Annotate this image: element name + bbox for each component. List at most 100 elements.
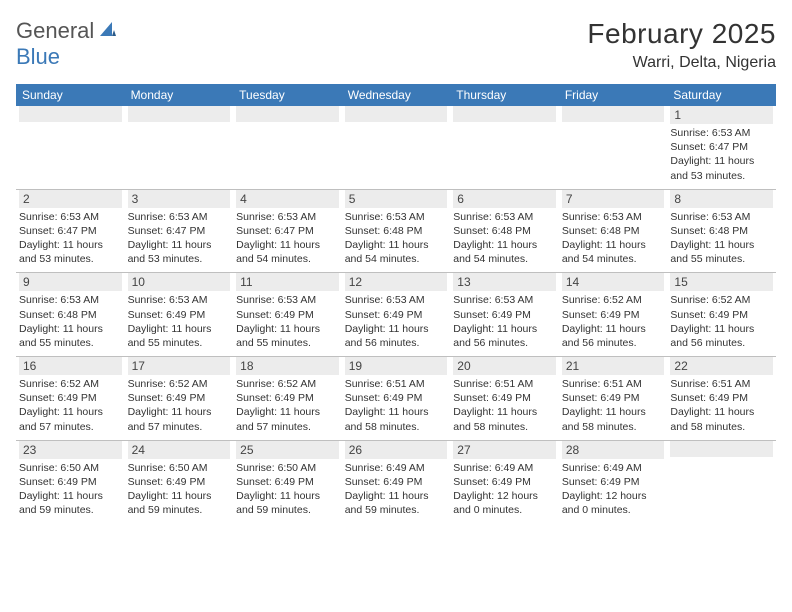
daylight-line: Daylight: 11 hours and 57 minutes. xyxy=(19,405,122,433)
sunset-line: Sunset: 6:47 PM xyxy=(670,140,773,154)
day-cell: 28Sunrise: 6:49 AMSunset: 6:49 PMDayligh… xyxy=(559,441,668,524)
weekday-tuesday: Tuesday xyxy=(233,84,342,106)
weekday-thursday: Thursday xyxy=(450,84,559,106)
sunrise-line: Sunrise: 6:52 AM xyxy=(562,293,665,307)
day-number xyxy=(345,106,448,122)
day-number: 9 xyxy=(19,273,122,291)
day-body: Sunrise: 6:53 AMSunset: 6:48 PMDaylight:… xyxy=(345,210,448,267)
sunset-line: Sunset: 6:49 PM xyxy=(128,391,231,405)
sunrise-line: Sunrise: 6:53 AM xyxy=(670,210,773,224)
daylight-line: Daylight: 11 hours and 55 minutes. xyxy=(670,238,773,266)
day-cell: 26 Sunrise: 6:49 AMSunset: 6:49 PMDayligh… xyxy=(342,441,451,524)
sunrise-line: Sunrise: 6:53 AM xyxy=(670,126,773,140)
sunset-line: Sunset: 6:47 PM xyxy=(19,224,122,238)
sunset-line: Sunset: 6:48 PM xyxy=(453,224,556,238)
daylight-line: Daylight: 11 hours and 58 minutes. xyxy=(562,405,665,433)
sunrise-line: Sunrise: 6:52 AM xyxy=(670,293,773,307)
day-number: 21 xyxy=(562,357,665,375)
day-cell: 17Sunrise: 6:52 AMSunset: 6:49 PMDayligh… xyxy=(125,357,234,440)
day-cell: 3 Sunrise: 6:53 AMSunset: 6:47 PMDaylight… xyxy=(125,190,234,273)
daylight-line: Daylight: 11 hours and 53 minutes. xyxy=(670,154,773,182)
sunset-line: Sunset: 6:49 PM xyxy=(453,475,556,489)
day-body: Sunrise: 6:53 AMSunset: 6:48 PMDaylight:… xyxy=(453,210,556,267)
day-body: Sunrise: 6:49 AMSunset: 6:49 PMDaylight:… xyxy=(562,461,665,518)
day-number: 26 xyxy=(345,441,448,459)
weekday-wednesday: Wednesday xyxy=(342,84,451,106)
daylight-line: Daylight: 11 hours and 54 minutes. xyxy=(345,238,448,266)
sunset-line: Sunset: 6:47 PM xyxy=(236,224,339,238)
day-cell xyxy=(125,106,234,189)
sunset-line: Sunset: 6:48 PM xyxy=(562,224,665,238)
day-number: 8 xyxy=(670,190,773,208)
day-cell: 19Sunrise: 6:51 AMSunset: 6:49 PMDayligh… xyxy=(342,357,451,440)
day-number: 19 xyxy=(345,357,448,375)
location: Warri, Delta, Nigeria xyxy=(587,54,776,72)
sunrise-line: Sunrise: 6:53 AM xyxy=(128,210,231,224)
daylight-line: Daylight: 11 hours and 56 minutes. xyxy=(345,322,448,350)
day-cell: 7Sunrise: 6:53 AMSunset: 6:48 PMDaylight… xyxy=(559,190,668,273)
sunset-line: Sunset: 6:49 PM xyxy=(345,308,448,322)
day-number: 12 xyxy=(345,273,448,291)
sunset-line: Sunset: 6:49 PM xyxy=(670,391,773,405)
daylight-line: Daylight: 12 hours and 0 minutes. xyxy=(562,489,665,517)
title-block: February 2025 Warri, Delta, Nigeria xyxy=(587,18,776,72)
day-body: Sunrise: 6:52 AMSunset: 6:49 PMDaylight:… xyxy=(236,377,339,434)
sunset-line: Sunset: 6:47 PM xyxy=(128,224,231,238)
sunset-line: Sunset: 6:49 PM xyxy=(236,308,339,322)
day-cell xyxy=(559,106,668,189)
sunrise-line: Sunrise: 6:51 AM xyxy=(670,377,773,391)
sunrise-line: Sunrise: 6:50 AM xyxy=(19,461,122,475)
day-body: Sunrise: 6:52 AMSunset: 6:49 PMDaylight:… xyxy=(670,293,773,350)
day-body: Sunrise: 6:49 AMSunset: 6:49 PMDaylight:… xyxy=(345,461,448,518)
sunrise-line: Sunrise: 6:53 AM xyxy=(453,293,556,307)
day-cell: 5Sunrise: 6:53 AMSunset: 6:48 PMDaylight… xyxy=(342,190,451,273)
daylight-line: Daylight: 12 hours and 0 minutes. xyxy=(453,489,556,517)
day-number: 3 xyxy=(128,190,231,208)
sunset-line: Sunset: 6:48 PM xyxy=(670,224,773,238)
sunrise-line: Sunrise: 6:53 AM xyxy=(345,293,448,307)
day-body: Sunrise: 6:53 AMSunset: 6:47 PMDaylight:… xyxy=(670,126,773,183)
daylight-line: Daylight: 11 hours and 55 minutes. xyxy=(19,322,122,350)
sunrise-line: Sunrise: 6:52 AM xyxy=(19,377,122,391)
sunrise-line: Sunrise: 6:49 AM xyxy=(453,461,556,475)
day-number: 13 xyxy=(453,273,556,291)
daylight-line: Daylight: 11 hours and 58 minutes. xyxy=(345,405,448,433)
day-number: 11 xyxy=(236,273,339,291)
sunset-line: Sunset: 6:49 PM xyxy=(236,475,339,489)
sunset-line: Sunset: 6:49 PM xyxy=(562,308,665,322)
month-title: February 2025 xyxy=(587,18,776,50)
day-cell: 16Sunrise: 6:52 AMSunset: 6:49 PMDayligh… xyxy=(16,357,125,440)
day-number: 4 xyxy=(236,190,339,208)
logo-text-blue-wrap: Blue xyxy=(16,44,60,70)
sunset-line: Sunset: 6:49 PM xyxy=(128,308,231,322)
day-cell: 11Sunrise: 6:53 AMSunset: 6:49 PMDayligh… xyxy=(233,273,342,356)
sunrise-line: Sunrise: 6:50 AM xyxy=(128,461,231,475)
daylight-line: Daylight: 11 hours and 56 minutes. xyxy=(562,322,665,350)
daylight-line: Daylight: 11 hours and 56 minutes. xyxy=(670,322,773,350)
daylight-line: Daylight: 11 hours and 59 minutes. xyxy=(19,489,122,517)
week-row: 9Sunrise: 6:53 AMSunset: 6:48 PMDaylight… xyxy=(16,272,776,356)
day-number xyxy=(128,106,231,122)
sunrise-line: Sunrise: 6:52 AM xyxy=(236,377,339,391)
sunset-line: Sunset: 6:48 PM xyxy=(345,224,448,238)
day-number: 18 xyxy=(236,357,339,375)
day-cell: 25Sunrise: 6:50 AMSunset: 6:49 PMDayligh… xyxy=(233,441,342,524)
sunset-line: Sunset: 6:49 PM xyxy=(670,308,773,322)
day-cell: 21Sunrise: 6:51 AMSunset: 6:49 PMDayligh… xyxy=(559,357,668,440)
day-cell: 8 Sunrise: 6:53 AMSunset: 6:48 PMDaylight… xyxy=(667,190,776,273)
day-body: Sunrise: 6:53 AMSunset: 6:47 PMDaylight:… xyxy=(128,210,231,267)
daylight-line: Daylight: 11 hours and 54 minutes. xyxy=(562,238,665,266)
day-body: Sunrise: 6:53 AMSunset: 6:48 PMDaylight:… xyxy=(562,210,665,267)
day-cell: 4Sunrise: 6:53 AMSunset: 6:47 PMDaylight… xyxy=(233,190,342,273)
day-body: Sunrise: 6:51 AMSunset: 6:49 PMDaylight:… xyxy=(453,377,556,434)
day-body: Sunrise: 6:50 AMSunset: 6:49 PMDaylight:… xyxy=(236,461,339,518)
day-body: Sunrise: 6:49 AMSunset: 6:49 PMDaylight:… xyxy=(453,461,556,518)
sunrise-line: Sunrise: 6:49 AM xyxy=(562,461,665,475)
day-number xyxy=(19,106,122,122)
day-cell: 15Sunrise: 6:52 AMSunset: 6:49 PMDayligh… xyxy=(667,273,776,356)
sunset-line: Sunset: 6:49 PM xyxy=(453,391,556,405)
week-row: 23Sunrise: 6:50 AMSunset: 6:49 PMDayligh… xyxy=(16,440,776,524)
day-body: Sunrise: 6:53 AMSunset: 6:47 PMDaylight:… xyxy=(19,210,122,267)
day-cell xyxy=(233,106,342,189)
daylight-line: Daylight: 11 hours and 59 minutes. xyxy=(345,489,448,517)
